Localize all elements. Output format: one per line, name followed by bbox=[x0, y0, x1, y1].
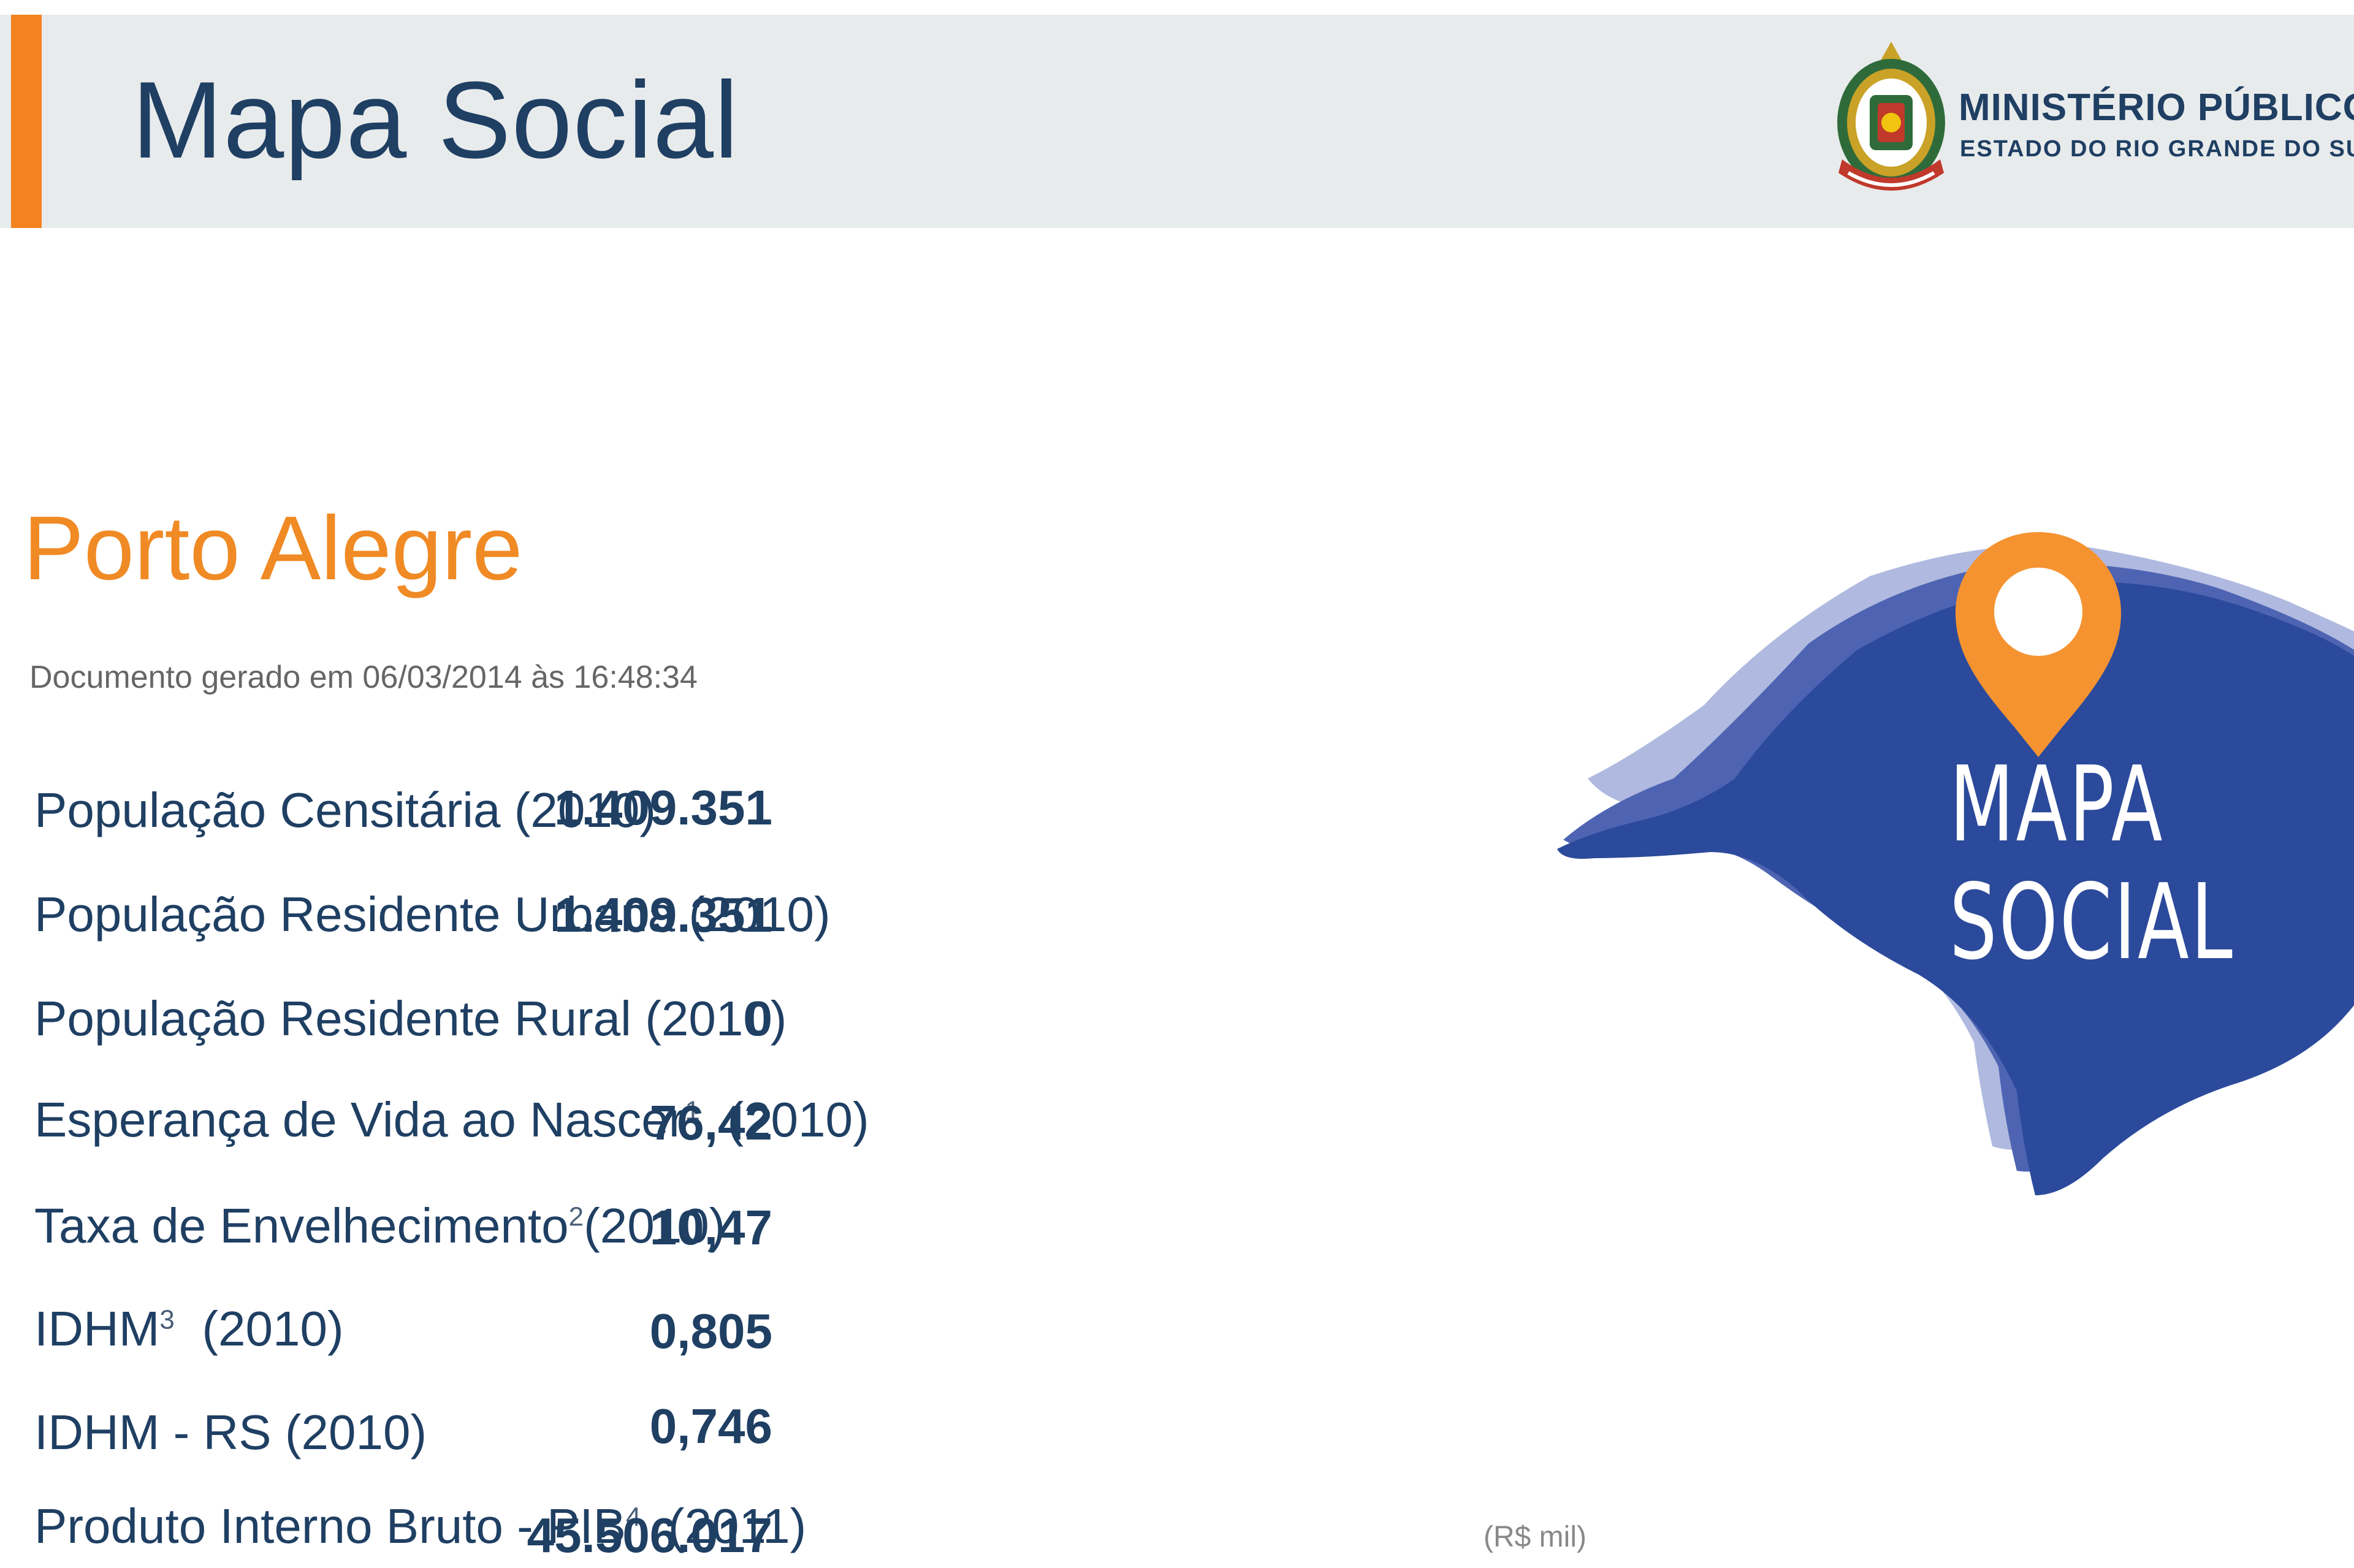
stats-list: População Censitária (2010) 1.409.351 Po… bbox=[34, 780, 1586, 1562]
map-logo-line2: SOCIAL bbox=[1949, 862, 2234, 983]
coat-of-arms-icon bbox=[1837, 42, 1945, 191]
stat-label: População Residente Urbana (2010) bbox=[34, 887, 831, 942]
org-name: MINISTÉRIO PÚBLICO bbox=[1959, 86, 2354, 129]
footnote-marker: 3 bbox=[159, 1304, 175, 1335]
stat-value: 1.409.351 bbox=[554, 888, 772, 942]
map-pin-icon bbox=[1956, 532, 2121, 757]
stat-value: 0 bbox=[745, 991, 773, 1046]
map-logo-line1: MAPA bbox=[1949, 744, 2165, 866]
stat-label: População Censitária (2010) bbox=[34, 783, 656, 837]
stat-label: Esperança de Vida ao Nascer1 (2010) bbox=[34, 1092, 869, 1147]
org-subtitle: ESTADO DO RIO GRANDE DO SUL bbox=[1960, 136, 2354, 162]
generated-timestamp: Documento gerado em 06/03/2014 às 16:48:… bbox=[29, 660, 698, 695]
stat-value: 45.506.017 bbox=[527, 1508, 772, 1562]
footnote-marker: 2 bbox=[568, 1201, 584, 1232]
stat-value: 0,805 bbox=[649, 1304, 772, 1358]
stat-value: 10,47 bbox=[649, 1200, 772, 1255]
stat-label: Taxa de Envelhecimento2(2010) bbox=[34, 1198, 726, 1253]
stat-value: 0,746 bbox=[649, 1399, 772, 1453]
state-shape-front bbox=[1557, 581, 2354, 1195]
city-name: Porto Alegre bbox=[23, 498, 523, 599]
stat-label: Produto Interno Bruto - PIB4 (2011) bbox=[34, 1499, 807, 1553]
stat-value: 76,42 bbox=[649, 1095, 772, 1150]
footnote-marker: 4 bbox=[625, 1502, 641, 1532]
header-accent-bar bbox=[11, 15, 42, 228]
map-social-logo bbox=[1557, 532, 2354, 1195]
stat-label: IDHM - RS (2010) bbox=[34, 1405, 427, 1460]
stat-label: IDHM3 (2010) bbox=[34, 1301, 344, 1356]
org-logo: MINISTÉRIO PÚBLICO ESTADO DO RIO GRANDE … bbox=[1824, 25, 2354, 221]
page-title: Mapa Social bbox=[132, 59, 739, 181]
stat-value: 1.409.351 bbox=[554, 780, 772, 835]
header-bar: Mapa Social bbox=[0, 15, 2354, 228]
footnote-marker: 1 bbox=[685, 1095, 700, 1126]
stat-label: População Residente Rural (2010) bbox=[34, 991, 787, 1046]
stat-unit: (R$ mil) bbox=[1484, 1521, 1586, 1553]
